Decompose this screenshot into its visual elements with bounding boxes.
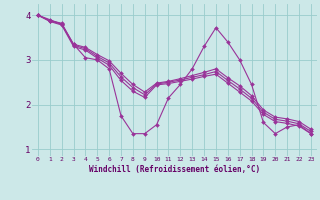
X-axis label: Windchill (Refroidissement éolien,°C): Windchill (Refroidissement éolien,°C) bbox=[89, 165, 260, 174]
